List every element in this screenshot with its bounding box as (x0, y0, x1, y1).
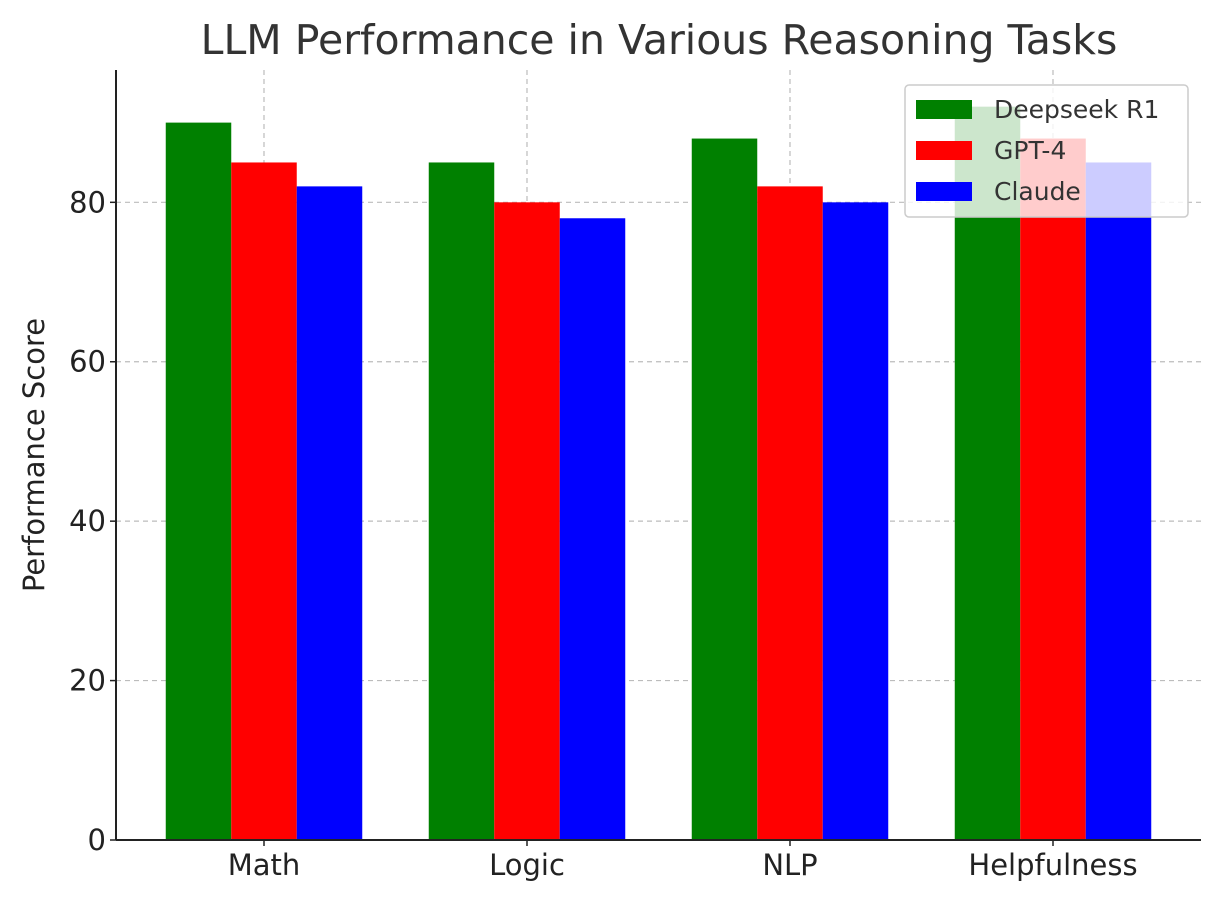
bar-deepseek-r1-helpfulness (954, 106, 1021, 840)
x-tick-label: Logic (489, 848, 565, 882)
bar-deepseek-r1-logic (428, 162, 495, 841)
y-tick-label: 20 (69, 664, 106, 698)
chart-title: LLM Performance in Various Reasoning Tas… (201, 16, 1118, 64)
legend: Deepseek R1 GPT-4 Claude (904, 84, 1189, 218)
legend-swatch (916, 141, 972, 160)
bar-deepseek-r1-nlp (691, 138, 758, 840)
y-tick-label: 60 (69, 345, 106, 379)
bar-gpt-4-helpfulness (1020, 138, 1086, 840)
bar-gpt-4-math (231, 162, 297, 841)
legend-label: GPT-4 (994, 136, 1066, 165)
bar-gpt-4-nlp (757, 186, 823, 840)
x-tick-label: Helpfulness (968, 848, 1137, 882)
y-tick-label: 40 (69, 504, 106, 538)
y-ticks: 0 20 40 60 80 (69, 185, 116, 857)
legend-swatch (916, 182, 972, 201)
legend-swatch (916, 100, 972, 119)
x-tick-label: Math (228, 848, 301, 882)
legend-label: Claude (994, 177, 1081, 206)
bar-claude-logic (559, 218, 626, 840)
y-axis-label: Performance Score (17, 318, 51, 592)
y-tick-label: 80 (69, 185, 106, 219)
bar-claude-math (296, 186, 363, 840)
bar-claude-helpfulness (1085, 162, 1152, 841)
bar-gpt-4-logic (494, 202, 560, 840)
legend-label: Deepseek R1 (994, 95, 1159, 124)
legend-frame (904, 84, 1189, 218)
bar-claude-nlp (822, 202, 889, 840)
x-ticks: Math Logic NLP Helpfulness (228, 840, 1138, 882)
y-tick-label: 0 (88, 823, 106, 857)
bar-deepseek-r1-math (165, 122, 232, 840)
bars (165, 106, 1152, 841)
x-tick-label: NLP (762, 848, 817, 882)
